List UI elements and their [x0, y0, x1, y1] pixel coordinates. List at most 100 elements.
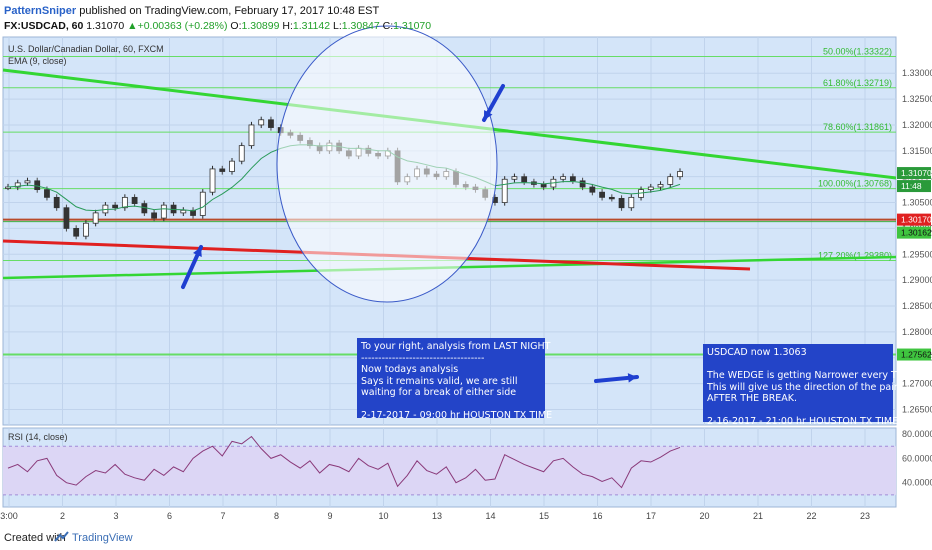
close-value: 1.31070 — [393, 20, 432, 32]
time-tick-label: 8 — [274, 511, 279, 521]
candle-body — [63, 207, 70, 229]
time-tick-label: 9 — [327, 511, 332, 521]
candle-body — [73, 228, 80, 237]
fib-level-label: 78.60%(1.31861) — [823, 122, 892, 132]
open-value: 1.30899 — [241, 20, 280, 32]
price-tick-label: 1.30500 — [902, 198, 932, 208]
candle-body — [238, 145, 245, 162]
rsi-tick-label: 80.0000 — [902, 429, 932, 439]
price-tag-bg — [897, 226, 931, 239]
note-line: ------------------------------------ — [361, 352, 485, 364]
candle-body — [44, 189, 50, 198]
candle-body — [521, 176, 528, 183]
candle-body — [677, 171, 683, 178]
time-tick-label: 15 — [539, 511, 549, 521]
low-value: 1.30847 — [341, 20, 380, 32]
price-tag-text: 11:48 — [901, 181, 922, 191]
ema-legend: EMA (9, close) — [8, 56, 67, 66]
published-text: published on TradingView.com, February 1… — [79, 5, 380, 17]
time-tick-label: 13 — [432, 511, 442, 521]
price-tag-bg — [897, 213, 931, 226]
candle-body — [219, 168, 226, 172]
candle-body — [199, 191, 206, 216]
arrow-up-icon — [181, 245, 203, 289]
chart-header: PatternSniper published on TradingView.c… — [0, 0, 932, 36]
price-axis: 1.330001.325001.320001.315001.310001.305… — [902, 68, 932, 414]
candle-body — [229, 160, 235, 172]
candle-body — [628, 196, 635, 209]
candle-body — [657, 184, 664, 188]
countdown-tag: 11:48 — [897, 180, 931, 193]
arrow-head — [193, 247, 202, 257]
highlight-ellipse — [276, 25, 498, 303]
time-tick-label: 20 — [699, 511, 709, 521]
current-price-tag: 1.31070 — [897, 167, 932, 180]
candle-body — [83, 222, 89, 237]
price-tag-bg — [897, 167, 931, 180]
price-tag-text: 1.30162 — [901, 228, 932, 238]
annotation-arrows — [181, 84, 639, 383]
candle-body — [190, 209, 196, 216]
candle-body — [24, 180, 31, 184]
footer: Created with TradingView — [0, 528, 932, 550]
time-tick-label: 6 — [167, 511, 172, 521]
candle-body — [589, 186, 596, 193]
candle-body — [667, 176, 674, 185]
author-link[interactable]: PatternSniper — [4, 5, 77, 17]
candle-body — [209, 168, 216, 193]
fib-level-label: 50.00%(1.33322) — [823, 47, 892, 57]
last-price: 1.31070 — [86, 20, 125, 32]
note-line: The WEDGE is getting Narrower every Tick — [707, 370, 910, 381]
note-line: USDCAD now 1.3063 — [707, 347, 807, 358]
time-tick-label: 16 — [592, 511, 602, 521]
price-tag-bg — [897, 348, 931, 361]
arrow-head — [627, 373, 637, 383]
tradingview-link[interactable]: TradingView — [72, 532, 133, 544]
fib-level-label: 100.00%(1.30768) — [818, 179, 892, 189]
symbol-label: FX:USDCAD, 60 — [4, 20, 84, 32]
candle-body — [540, 184, 547, 188]
candle-body — [501, 178, 508, 203]
candle-body — [151, 212, 157, 219]
candle-body — [248, 124, 255, 147]
candle-body — [599, 191, 605, 198]
price-tick-label: 1.31500 — [902, 146, 932, 156]
price-tick-label: 1.27000 — [902, 379, 932, 389]
created-with-text: Created with — [4, 532, 66, 544]
note-line: Now todays analysis — [361, 364, 459, 375]
red-line-tag: 1.30170 — [897, 213, 932, 226]
note-line — [707, 359, 889, 371]
candle-body — [511, 176, 518, 180]
candle-body — [180, 209, 187, 214]
note-line: AFTER THE BREAK. — [707, 393, 798, 404]
candle-body — [569, 176, 576, 182]
candle-body — [14, 182, 21, 188]
candle-body — [647, 186, 654, 191]
rsi-tick-label: 60.0000 — [902, 453, 932, 463]
time-axis: 3:00 2 3 6 7 8 9 10 13 14 15 16 17 20 21 22 23 — [0, 511, 870, 521]
time-tick-label: 3:00 — [0, 511, 18, 521]
candle-body — [258, 119, 265, 126]
arrow-down-icon — [482, 84, 505, 122]
candle-body — [121, 196, 128, 209]
time-tick-label: 3 — [113, 511, 118, 521]
candle-body — [560, 176, 567, 180]
arrow-right-icon — [594, 373, 639, 383]
tradingview-logo-icon — [54, 531, 69, 542]
price-change: +0.00363 (+0.28%) — [137, 20, 228, 32]
note-line: Says it remains valid, we are still — [361, 375, 518, 387]
price-tick-label: 1.29500 — [902, 249, 932, 259]
green-line-tag: 1.30162 — [897, 226, 932, 239]
price-tick-label: 1.28500 — [902, 301, 932, 311]
price-tick-label: 1.29000 — [902, 275, 932, 285]
analysis-note-last-night: USDCAD now 1.3063 The WEDGE is getting N… — [703, 344, 910, 427]
price-tag-text: 1.30170 — [901, 215, 932, 225]
candle-body — [160, 204, 167, 219]
price-tick-label: 1.32500 — [902, 94, 932, 104]
bottom-line-tag: 1.27562 — [897, 348, 932, 361]
fib-level-label: 61.80%(1.32719) — [823, 78, 892, 88]
rsi-legend: RSI (14, close) — [8, 432, 68, 442]
publish-line: PatternSniper published on TradingView.c… — [4, 5, 379, 17]
note-line — [707, 405, 889, 417]
